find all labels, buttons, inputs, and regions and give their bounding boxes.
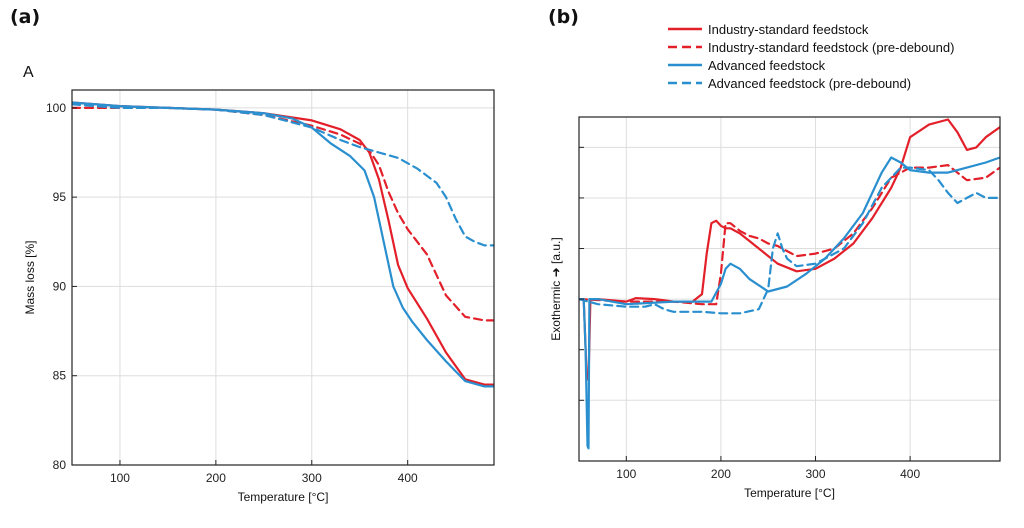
y-tick-label: 80: [53, 458, 67, 472]
panel-a-tag: (a): [10, 6, 41, 28]
panel-a-subtag: A: [23, 64, 34, 81]
y-axis-title: Exothermic ➜ [a.u.]: [549, 237, 563, 340]
x-axis-title: Temperature [°C]: [238, 490, 329, 504]
series-line: [579, 164, 1000, 306]
mass-loss-chart: 100 200 300 400 80 85 90 95 100 Temperature [°C] M…: [23, 89, 495, 504]
series-line: [579, 166, 1000, 315]
x-tick-label: 300: [302, 471, 322, 485]
y-axis-title: Mass loss [%]: [23, 240, 37, 314]
x-tick-label: 300: [806, 467, 826, 481]
series-line: [72, 103, 494, 247]
legend-label: Industry-standard feedstock (pre-debound…: [708, 40, 954, 55]
x-tick-label: 200: [206, 471, 226, 485]
legend: Industry-standard feedstock Industry-stan…: [668, 22, 954, 91]
plot-frame: [71, 89, 495, 466]
y-tick-label: 95: [53, 190, 67, 204]
legend-label: Advanced feedstock (pre-debound): [708, 76, 911, 91]
plot-frame: [578, 116, 1001, 462]
series-line: [579, 118, 1000, 382]
dsc-chart: 100 200 300 400 Temperature [°C] Exothermic ➜…: [549, 116, 1001, 500]
series-group: [579, 118, 1000, 450]
series-line: [579, 156, 1000, 450]
panel-b-tag: (b): [548, 6, 579, 28]
x-axis-title: Temperature [°C]: [744, 486, 835, 500]
y-tick-label: 85: [53, 369, 67, 383]
legend-label: Industry-standard feedstock: [708, 22, 869, 37]
y-tick-label: 90: [53, 279, 67, 293]
series-line: [72, 101, 494, 386]
series-line: [72, 101, 494, 388]
series-line: [72, 106, 494, 322]
x-tick-label: 200: [711, 467, 731, 481]
legend-label: Advanced feedstock: [708, 58, 826, 73]
x-tick-label: 400: [398, 471, 418, 485]
x-tick-label: 400: [900, 467, 920, 481]
series-group: [72, 101, 494, 388]
x-tick-label: 100: [616, 467, 636, 481]
y-tick-label: 100: [46, 101, 66, 115]
x-tick-label: 100: [110, 471, 130, 485]
